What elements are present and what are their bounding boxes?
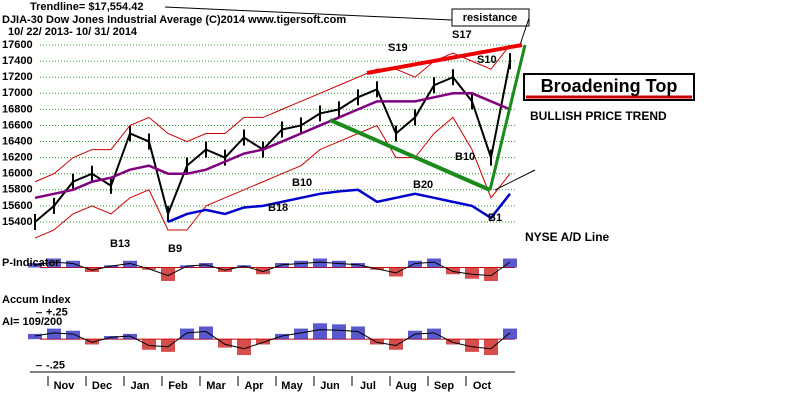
bar	[47, 328, 61, 340]
bar	[294, 260, 308, 268]
bar	[332, 260, 346, 268]
bar	[465, 267, 479, 279]
bar	[218, 339, 232, 348]
signal: S17	[452, 29, 472, 41]
bar	[66, 260, 80, 268]
signal: B13	[110, 238, 130, 250]
y-tick-label: 17400	[2, 55, 33, 67]
x-tick-label: Mar	[206, 380, 226, 392]
broadening-top-label: Broadening Top	[541, 76, 678, 96]
bar	[237, 339, 251, 356]
panel-title: P-Indicator	[2, 257, 60, 269]
series-line	[167, 188, 511, 224]
y-tick-label: 17000	[2, 87, 33, 99]
bar	[332, 324, 346, 340]
bar	[28, 333, 42, 340]
marks: Nov Dec Jan Feb Mar Apr May Jun Jul Aug Sep Oct 1540…	[2, 39, 517, 392]
bar	[465, 339, 479, 352]
bar	[503, 258, 517, 268]
bar	[446, 267, 460, 275]
bar	[427, 258, 441, 268]
x-tick-label: Sep	[434, 380, 454, 392]
series-line	[34, 44, 511, 183]
bar	[275, 333, 289, 340]
bar	[484, 339, 498, 356]
y-tick-label: -.25	[46, 360, 65, 372]
signal: B1	[488, 212, 502, 224]
y-tick-label: 16800	[2, 103, 33, 115]
signal: B18	[268, 202, 288, 214]
y-tick-label: 15600	[2, 200, 33, 212]
bar	[66, 330, 80, 340]
x-tick-label: Jul	[360, 380, 376, 392]
x-tick-label: Nov	[54, 380, 76, 392]
y-tick-label: 15400	[2, 216, 33, 228]
bar	[256, 339, 270, 345]
bar	[484, 267, 498, 281]
y-tick-label: 16400	[2, 135, 33, 147]
pointer-line	[519, 17, 530, 46]
panel-subtitle: AI= 109/200	[2, 316, 62, 328]
signal: B10	[292, 177, 312, 189]
rising-trendline	[488, 44, 527, 191]
bar	[199, 326, 213, 340]
signal: S10	[477, 54, 497, 66]
bar	[389, 339, 403, 350]
y-tick-label: 16600	[2, 119, 33, 131]
x-tick-label: Dec	[92, 380, 112, 392]
pointer-line	[494, 169, 536, 191]
y-tick-label: +.25	[46, 307, 68, 319]
bar	[161, 267, 175, 281]
y-tick-label: 17600	[2, 39, 33, 51]
bar	[256, 267, 270, 275]
x-tick-label: Apr	[245, 380, 265, 392]
bar	[408, 260, 422, 268]
bar	[313, 258, 327, 268]
x-tick-label: Jun	[320, 380, 340, 392]
resistance-label: resistance	[463, 12, 517, 24]
ad-line-label: NYSE A/D Line	[525, 230, 610, 244]
bar	[142, 339, 156, 350]
x-tick-label: Feb	[168, 380, 188, 392]
bullish-label: BULLISH PRICE TREND	[530, 109, 667, 123]
bar	[351, 326, 365, 340]
bar	[408, 330, 422, 340]
bar	[180, 328, 194, 340]
chart-subtitle: 10/ 22/ 2013- 10/ 31/ 2014	[8, 26, 138, 38]
y-tick-label: 15800	[2, 184, 33, 196]
bar	[503, 328, 517, 340]
bar	[427, 328, 441, 340]
x-tick-label: Jan	[131, 380, 150, 392]
panel-title: Accum Index	[2, 294, 71, 306]
series-line	[34, 116, 511, 239]
chart-title: DJIA-30 Dow Jones Industrial Average (C)…	[2, 14, 346, 26]
signal: B9	[168, 243, 182, 255]
x-tick-label: Aug	[395, 380, 416, 392]
signal: B20	[413, 179, 433, 191]
bar	[161, 339, 175, 352]
pointer-line	[164, 6, 453, 21]
signal: S19	[388, 42, 408, 54]
x-tick-label: May	[281, 380, 303, 392]
smooth-line	[34, 329, 511, 350]
bar	[123, 260, 137, 268]
bar	[47, 258, 61, 268]
trendline-label: Trendline= $17,554.42	[30, 1, 143, 13]
y-tick-label: 16000	[2, 168, 33, 180]
smooth-line	[34, 261, 511, 277]
bar	[389, 267, 403, 277]
y-tick-label: 16200	[2, 152, 33, 164]
bar	[28, 263, 42, 268]
x-tick-label: Oct	[473, 380, 492, 392]
bar	[313, 323, 327, 340]
series-line	[34, 92, 511, 200]
resistance-trendline	[366, 43, 523, 75]
y-tick-label: 17200	[2, 71, 33, 83]
bar	[294, 328, 308, 340]
signal: B10	[455, 151, 475, 163]
support-trendline	[329, 118, 491, 192]
resistance-box	[451, 8, 530, 27]
